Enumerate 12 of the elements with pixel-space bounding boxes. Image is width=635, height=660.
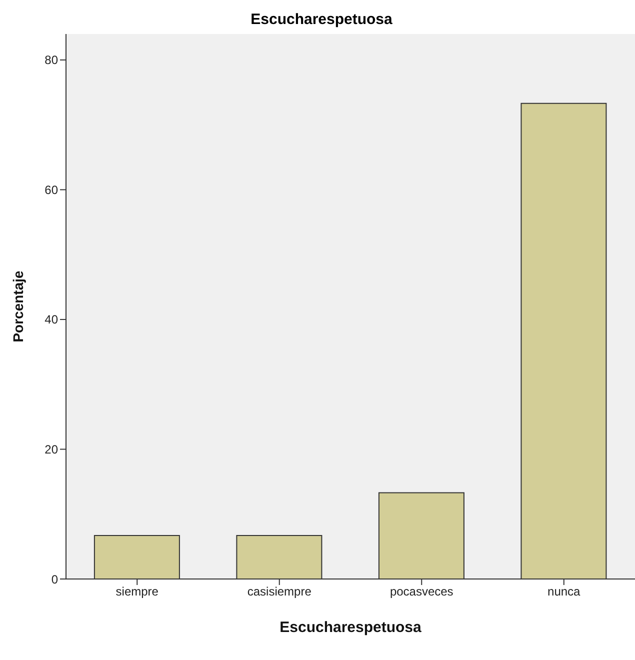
x-tick-label: casisiempre bbox=[247, 584, 312, 599]
x-tick-label: siempre bbox=[116, 584, 159, 599]
x-tick-label: pocasveces bbox=[390, 584, 454, 599]
x-axis-title: Escucharespetuosa bbox=[280, 619, 422, 636]
y-axis-title: Porcentaje bbox=[10, 270, 26, 342]
x-tick-label: nunca bbox=[548, 584, 581, 599]
y-tick-label: 80 bbox=[44, 53, 58, 68]
y-tick-label: 40 bbox=[44, 312, 58, 327]
chart-title: Escucharespetuosa bbox=[250, 10, 394, 30]
y-tick-label: 0 bbox=[51, 572, 58, 586]
y-tick-label: 20 bbox=[44, 442, 58, 456]
y-tick-label: 60 bbox=[44, 182, 58, 197]
